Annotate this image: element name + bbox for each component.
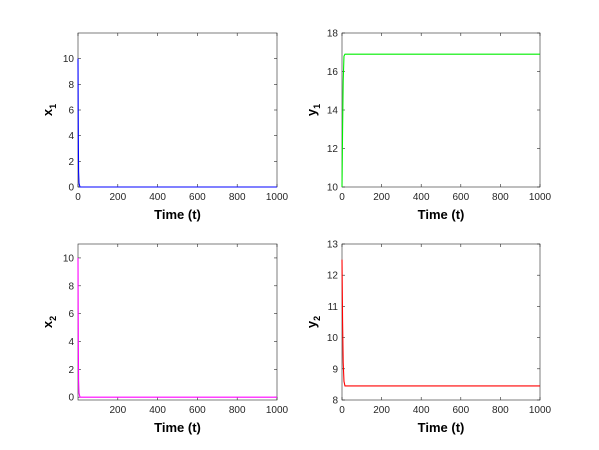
x-tick-label: 400 [413,405,430,416]
x-axis-label: Time (t) [418,207,465,222]
y-tick-label: 12 [327,271,339,282]
x-tick-label: 600 [452,405,469,416]
y-tick-label: 11 [328,302,339,313]
y-tick-label: 8 [68,281,74,292]
x-tick-label: 400 [413,192,430,203]
x-tick-label: 800 [492,405,509,416]
y-tick-label: 12 [327,144,339,155]
axes-box [77,243,278,401]
y-tick-label: 16 [327,67,339,78]
x-tick-label: 400 [149,405,166,416]
x-tick-label: 400 [149,192,166,203]
x-tick-label: 0 [339,192,345,203]
x-tick-label: 200 [109,192,126,203]
y-axis-label: y1 [304,104,322,116]
y-tick-label: 0 [68,183,74,194]
y-tick-label: 10 [327,183,339,194]
x-tick-label: 1000 [529,192,552,203]
y-tick-label: 8 [68,80,74,91]
x-tick-label: 800 [229,192,246,203]
series-line [341,259,540,387]
y-tick-label: 0 [68,393,74,404]
x-axis-label: Time (t) [154,207,201,222]
axes-box [77,32,278,188]
chart-panel-1: 0 200 400 600 800 1000 0 2 4 6 8 10 Time (t) x1 [40,32,289,222]
y-tick-label: 2 [68,157,74,168]
x-tick-label: 0 [75,192,81,203]
y-tick-label: 13 [327,240,339,251]
chart-panel-4: 0 200 400 600 800 1000 8 9 10 11 12 13 Time (t) y2 [304,240,552,436]
y-tick-label: 2 [68,365,74,376]
series-line [77,257,277,398]
axes-box [341,32,541,188]
x-tick-label: 800 [492,192,509,203]
x-tick-label: 200 [373,192,390,203]
x-tick-label: 600 [189,405,206,416]
axes-box [341,243,541,401]
y-axis-label: y2 [304,316,322,328]
x-tick-label: 800 [229,405,246,416]
x-tick-label: 0 [339,405,345,416]
y-tick-label: 9 [332,364,338,375]
y-tick-label: 8 [332,396,338,407]
y-tick-label: 10 [63,54,75,65]
y-axis-label: x2 [40,316,58,328]
x-axis-label: Time (t) [418,420,465,435]
y-tick-label: 18 [327,29,339,40]
x-axis-label: Time (t) [154,420,201,435]
y-tick-label: 10 [63,253,75,264]
y-tick-label: 4 [68,131,74,142]
x-tick-label: 1000 [266,405,289,416]
x-tick-label: 600 [189,192,206,203]
y-tick-label: 14 [327,106,339,117]
y-tick-label: 6 [68,106,74,117]
y-tick-label: 4 [68,337,74,348]
x-tick-label: 1000 [529,405,552,416]
y-tick-label: 6 [68,309,74,320]
x-tick-label: 200 [373,405,390,416]
chart-panel-3: 200 400 600 800 1000 0 2 4 6 8 10 Time (t) x2 [40,243,289,435]
series-line [341,53,540,188]
series-line [77,58,277,188]
x-tick-label: 600 [452,192,469,203]
chart-panel-2: 0 200 400 600 800 1000 10 12 14 16 18 Time (t) y1 [304,29,552,223]
x-tick-label: 200 [109,405,126,416]
x-tick-label: 1000 [266,192,289,203]
y-axis-label: x1 [40,104,58,116]
y-tick-label: 10 [327,333,339,344]
